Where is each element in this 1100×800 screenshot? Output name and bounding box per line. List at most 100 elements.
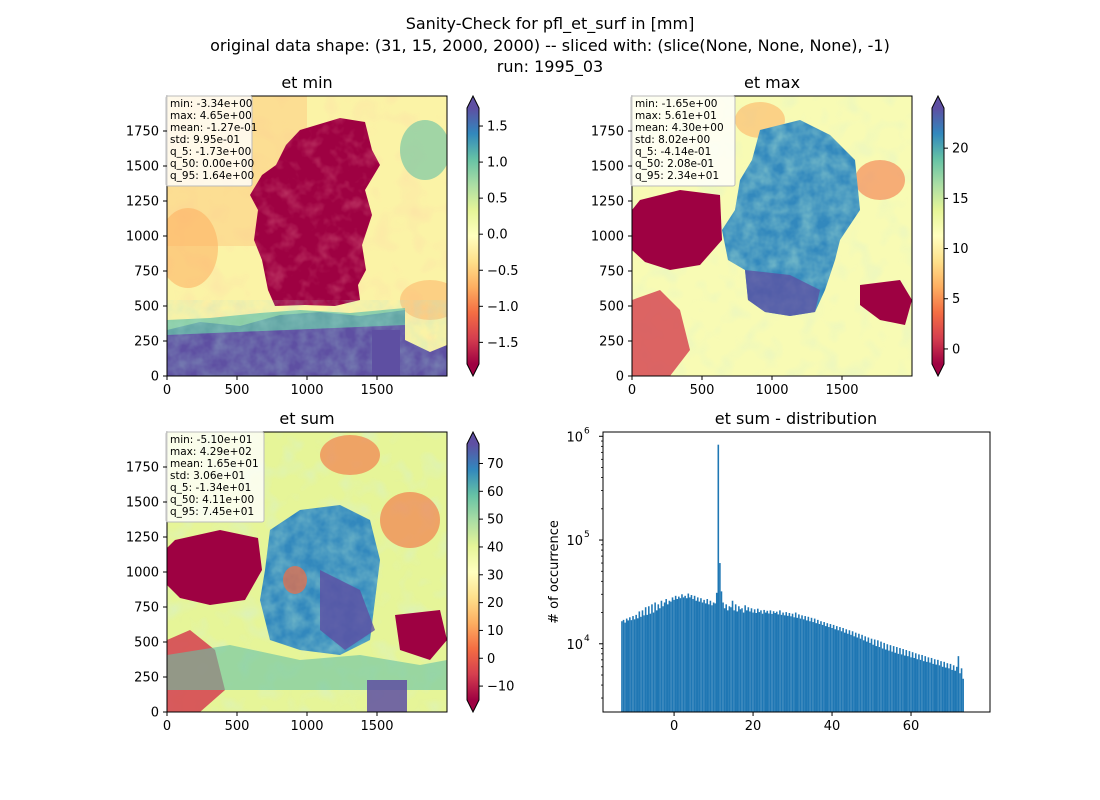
histogram-bar	[723, 608, 726, 712]
histogram-bar	[794, 612, 797, 712]
y-tick-label: 10	[566, 534, 583, 549]
x-tick-label: 0	[628, 383, 636, 398]
figure-title: Sanity-Check for pfl_et_surf in [mm]	[406, 14, 695, 34]
histogram-bar	[805, 620, 808, 712]
x-tick-label: 40	[824, 719, 841, 734]
x-tick-label: 1000	[290, 383, 323, 398]
histogram-bar	[622, 619, 625, 712]
histogram-bar	[944, 667, 947, 712]
stat-line: std: 9.95e-01	[170, 134, 240, 146]
histogram-bar	[678, 596, 680, 712]
colorbar-tick-label: 20	[487, 596, 504, 611]
colorbar-tick-label: 10	[487, 624, 504, 639]
histogram-bar	[654, 602, 656, 712]
histogram-bar	[946, 663, 949, 712]
histogram-bar	[641, 610, 644, 712]
y-tick-exponent: 4	[584, 634, 590, 644]
histogram-bar	[896, 647, 898, 712]
histogram-bar	[757, 608, 759, 712]
y-tick-label: 1250	[126, 195, 159, 210]
histogram-bar	[630, 620, 633, 712]
colorbar-tick-label: 1.5	[487, 120, 508, 135]
histogram-bar	[690, 595, 693, 712]
histogram-bar	[832, 624, 835, 712]
histogram-bar	[685, 598, 688, 712]
histogram-bar	[674, 595, 677, 712]
histogram-bar	[859, 638, 862, 712]
x-tick-label: 0	[163, 383, 171, 398]
histogram-bar	[640, 616, 642, 712]
x-tick-label: 1000	[755, 383, 788, 398]
x-tick-label: 500	[225, 719, 250, 734]
stat-line: max: 4.65e+00	[170, 110, 252, 122]
histogram-bar	[949, 663, 952, 712]
histogram-bar	[635, 614, 637, 712]
histogram-bar	[728, 606, 731, 712]
histogram-bar	[884, 649, 887, 712]
histogram-bar	[900, 654, 903, 712]
histogram-bar	[798, 614, 800, 712]
histogram-bar	[959, 673, 961, 712]
histogram-bar	[646, 614, 649, 712]
stat-line: q_95: 1.64e+00	[170, 170, 254, 182]
histogram-bar	[937, 659, 939, 712]
histogram-bar	[714, 603, 716, 712]
histogram-bar	[935, 664, 938, 712]
histogram-bar	[842, 627, 844, 712]
histogram-bar	[854, 632, 857, 712]
histogram-bar	[758, 612, 761, 712]
x-tick-label: 500	[225, 383, 250, 398]
stat-line: q_5: -1.34e+01	[170, 482, 251, 494]
histogram-bar	[930, 657, 933, 712]
histogram-bar	[802, 619, 805, 712]
histogram-bar	[655, 610, 658, 712]
histogram-bar	[671, 597, 674, 712]
histogram-bar	[892, 646, 895, 712]
stat-line: max: 5.61e+01	[635, 110, 717, 122]
histogram-bar	[886, 644, 889, 712]
histogram-bar	[695, 600, 697, 712]
histogram-bar	[676, 599, 679, 712]
histogram-bar	[856, 637, 859, 712]
heatmap-image-et-min	[167, 96, 447, 376]
panel-title-et-min: et min	[281, 73, 332, 92]
histogram-bar	[804, 616, 806, 712]
stat-line: std: 3.06e+01	[170, 470, 245, 482]
histogram-bar	[889, 645, 892, 712]
colorbar-tick-label: 5	[952, 292, 960, 307]
histogram-bar	[843, 632, 846, 712]
histogram-bar	[766, 610, 769, 712]
y-tick-label: 750	[134, 601, 159, 616]
histogram-bar	[764, 612, 767, 712]
histogram-bar	[651, 604, 653, 712]
colorbar-tick-label: 0	[487, 652, 495, 667]
histogram-bar	[883, 642, 885, 712]
histogram-bar	[625, 618, 628, 712]
y-tick-label: 0	[151, 706, 159, 721]
histogram-bar	[807, 616, 810, 712]
y-tick-exponent: 6	[584, 426, 590, 436]
histogram-bar	[812, 622, 814, 712]
stat-line: q_95: 7.45e+01	[170, 506, 254, 518]
x-tick-label: 1000	[290, 719, 323, 734]
histogram-bar	[891, 651, 893, 712]
histogram-bar	[957, 656, 960, 712]
histogram-bar	[952, 665, 955, 712]
histogram-bar	[960, 668, 963, 712]
colorbar-tick-label: 0	[952, 342, 960, 357]
histogram-bar	[779, 610, 781, 712]
histogram-bar	[696, 597, 699, 712]
panel-title-et-max: et max	[744, 73, 800, 92]
histogram-bar	[799, 618, 802, 712]
histogram-bar	[862, 640, 865, 712]
histogram-bar	[791, 613, 794, 712]
histogram-bar	[752, 612, 754, 712]
histogram-bar	[922, 661, 925, 712]
histogram-bar	[793, 617, 795, 712]
histogram-bar	[633, 619, 636, 712]
histogram-bar	[873, 639, 876, 712]
histogram-bar	[826, 623, 829, 712]
figure-subtitle-run: run: 1995_03	[497, 57, 603, 77]
histogram-bar	[902, 649, 904, 712]
